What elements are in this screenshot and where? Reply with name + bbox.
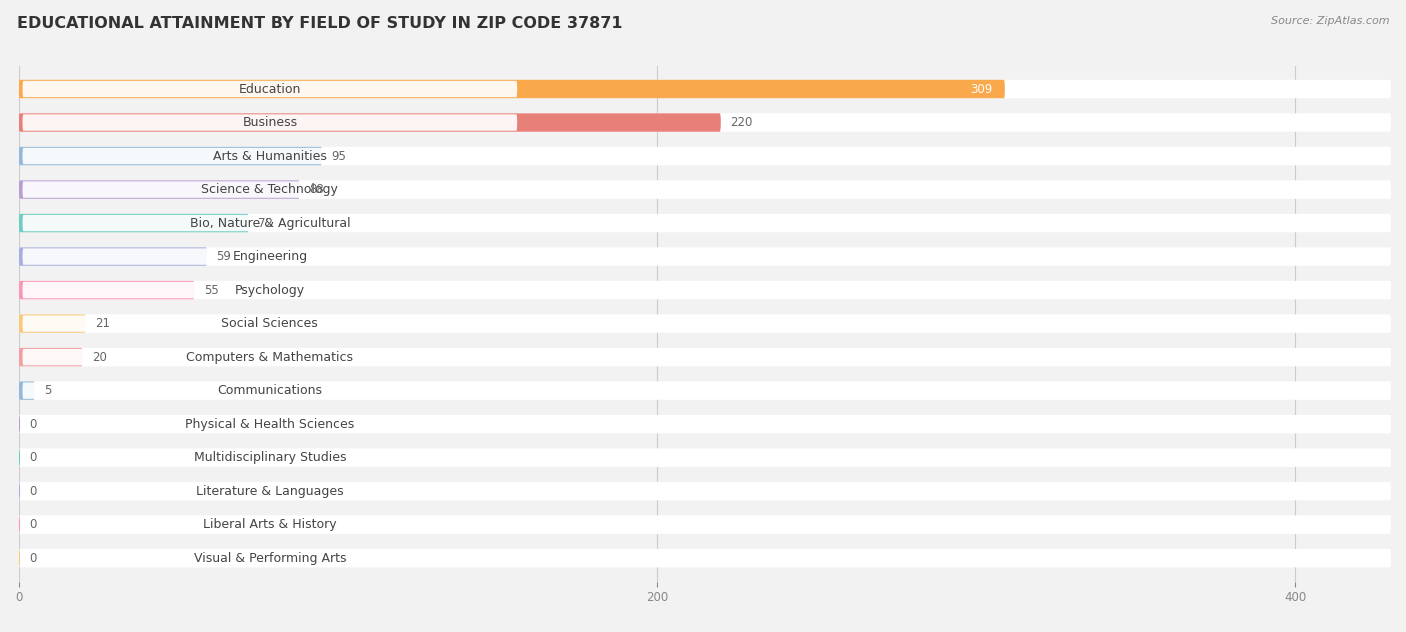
Text: 309: 309 — [970, 83, 993, 95]
FancyBboxPatch shape — [22, 315, 517, 332]
Text: Physical & Health Sciences: Physical & Health Sciences — [186, 418, 354, 430]
FancyBboxPatch shape — [22, 81, 517, 97]
FancyBboxPatch shape — [18, 247, 207, 266]
Text: Psychology: Psychology — [235, 284, 305, 296]
FancyBboxPatch shape — [18, 113, 721, 131]
FancyBboxPatch shape — [22, 349, 517, 365]
Text: 220: 220 — [730, 116, 752, 129]
Text: Visual & Performing Arts: Visual & Performing Arts — [194, 552, 346, 564]
FancyBboxPatch shape — [18, 113, 1391, 131]
Text: 0: 0 — [30, 485, 37, 497]
Text: Arts & Humanities: Arts & Humanities — [212, 150, 326, 162]
FancyBboxPatch shape — [18, 214, 249, 233]
FancyBboxPatch shape — [22, 282, 517, 298]
Text: 5: 5 — [44, 384, 52, 397]
FancyBboxPatch shape — [22, 248, 517, 265]
FancyBboxPatch shape — [18, 147, 1391, 165]
FancyBboxPatch shape — [18, 314, 1391, 333]
FancyBboxPatch shape — [18, 281, 194, 300]
FancyBboxPatch shape — [22, 181, 517, 198]
FancyBboxPatch shape — [18, 214, 1391, 233]
Text: 95: 95 — [332, 150, 346, 162]
FancyBboxPatch shape — [18, 180, 299, 199]
Text: Business: Business — [242, 116, 298, 129]
Text: 59: 59 — [217, 250, 232, 263]
FancyBboxPatch shape — [22, 416, 517, 432]
Text: 55: 55 — [204, 284, 218, 296]
Text: Multidisciplinary Studies: Multidisciplinary Studies — [194, 451, 346, 464]
FancyBboxPatch shape — [22, 148, 517, 164]
FancyBboxPatch shape — [18, 314, 86, 333]
FancyBboxPatch shape — [18, 348, 83, 367]
Text: 0: 0 — [30, 552, 37, 564]
Text: EDUCATIONAL ATTAINMENT BY FIELD OF STUDY IN ZIP CODE 37871: EDUCATIONAL ATTAINMENT BY FIELD OF STUDY… — [17, 16, 623, 31]
Text: Social Sciences: Social Sciences — [222, 317, 318, 330]
Text: Science & Technology: Science & Technology — [201, 183, 339, 196]
Text: Literature & Languages: Literature & Languages — [195, 485, 343, 497]
Text: Communications: Communications — [218, 384, 322, 397]
FancyBboxPatch shape — [18, 415, 1391, 434]
FancyBboxPatch shape — [22, 449, 517, 466]
FancyBboxPatch shape — [22, 382, 517, 399]
FancyBboxPatch shape — [18, 180, 1391, 199]
Text: 0: 0 — [30, 518, 37, 531]
Text: Computers & Mathematics: Computers & Mathematics — [187, 351, 353, 363]
Text: 72: 72 — [259, 217, 273, 229]
FancyBboxPatch shape — [22, 550, 517, 566]
FancyBboxPatch shape — [18, 147, 322, 165]
Text: 0: 0 — [30, 418, 37, 430]
FancyBboxPatch shape — [18, 449, 1391, 467]
Text: Engineering: Engineering — [232, 250, 308, 263]
Text: Bio, Nature & Agricultural: Bio, Nature & Agricultural — [190, 217, 350, 229]
FancyBboxPatch shape — [18, 381, 1391, 400]
FancyBboxPatch shape — [18, 381, 35, 400]
FancyBboxPatch shape — [18, 247, 1391, 266]
Text: 20: 20 — [91, 351, 107, 363]
Text: Education: Education — [239, 83, 301, 95]
FancyBboxPatch shape — [18, 549, 1391, 568]
FancyBboxPatch shape — [18, 482, 1391, 501]
FancyBboxPatch shape — [22, 516, 517, 533]
FancyBboxPatch shape — [18, 348, 1391, 367]
Text: Source: ZipAtlas.com: Source: ZipAtlas.com — [1271, 16, 1389, 26]
FancyBboxPatch shape — [18, 80, 1391, 98]
FancyBboxPatch shape — [18, 516, 1391, 534]
Text: Liberal Arts & History: Liberal Arts & History — [202, 518, 336, 531]
FancyBboxPatch shape — [22, 114, 517, 131]
FancyBboxPatch shape — [22, 215, 517, 231]
FancyBboxPatch shape — [22, 483, 517, 499]
Text: 21: 21 — [96, 317, 110, 330]
Text: 88: 88 — [309, 183, 323, 196]
FancyBboxPatch shape — [18, 281, 1391, 300]
Text: 0: 0 — [30, 451, 37, 464]
FancyBboxPatch shape — [18, 80, 1005, 98]
